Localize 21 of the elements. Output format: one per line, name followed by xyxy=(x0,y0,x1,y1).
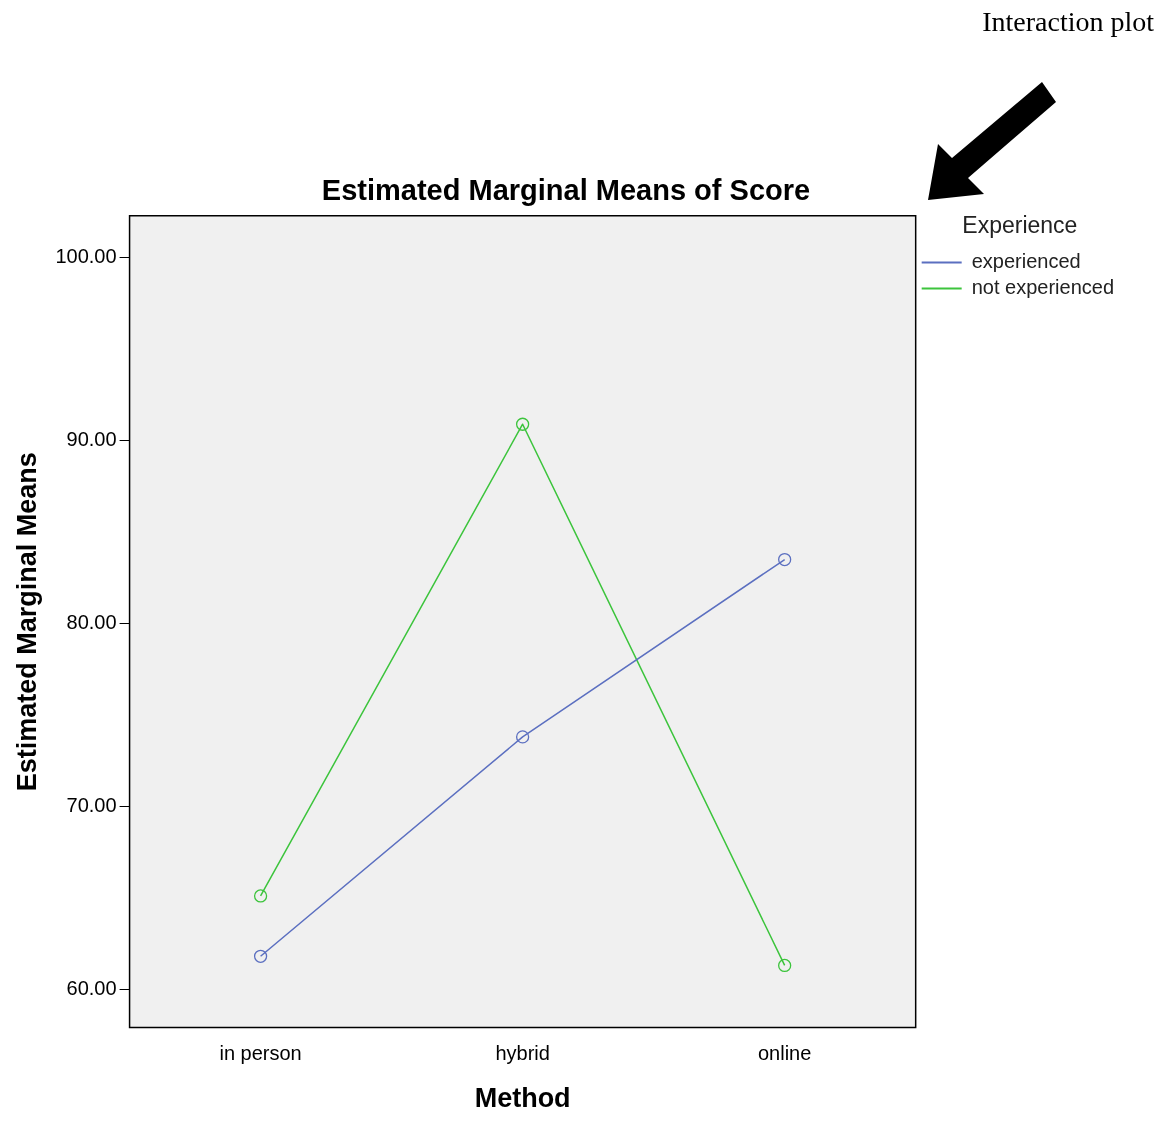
legend-label: experienced xyxy=(971,250,1081,273)
point xyxy=(778,958,792,973)
x-tick-label: hybrid xyxy=(495,1042,550,1065)
x-tick-label: online xyxy=(757,1042,812,1065)
y-tick-label: 90.00 xyxy=(66,428,117,451)
point xyxy=(253,949,268,963)
y-axis-title: Estimated Marginal Means xyxy=(11,452,42,792)
y-tick-label: 60.00 xyxy=(66,976,117,999)
legend-label: not experienced xyxy=(971,276,1114,299)
legend-title: Experience xyxy=(962,211,1078,238)
y-tick-label: 70.00 xyxy=(66,793,117,816)
point xyxy=(778,552,792,567)
x-tick-label: in person xyxy=(219,1042,302,1065)
point xyxy=(253,889,268,903)
chart-title: Estimated Marginal Means of Score xyxy=(321,174,811,207)
x-axis-title: Method xyxy=(474,1083,571,1114)
point xyxy=(515,417,530,431)
text: Interaction plot xyxy=(982,6,1154,38)
point xyxy=(515,730,530,744)
y-tick-label: 100.00 xyxy=(55,245,117,268)
y-tick-label: 80.00 xyxy=(66,611,117,634)
